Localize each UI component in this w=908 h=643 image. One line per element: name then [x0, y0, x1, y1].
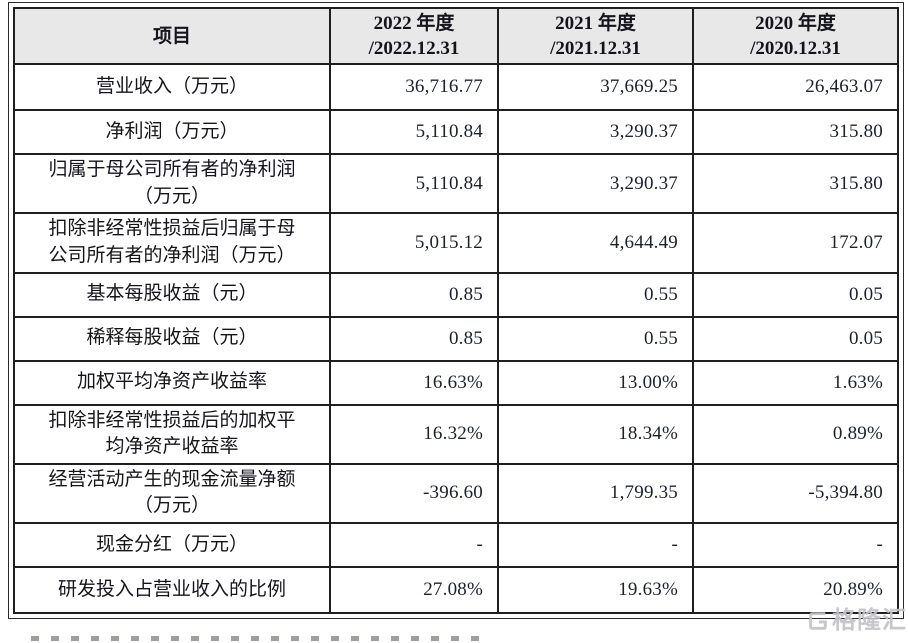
item-label-cell: 归属于母公司所有者的净利润 （万元）	[13, 153, 331, 215]
value-2022: 0.85	[329, 271, 499, 318]
value-2021: 0.55	[497, 315, 694, 362]
table-row: 扣除非经常性损益后归属于母 公司所有者的净利润（万元） 5,015.12 4,6…	[13, 212, 899, 274]
item-label-cell: 扣除非经常性损益后归属于母 公司所有者的净利润（万元）	[13, 212, 331, 274]
value-2020: 1.63%	[692, 359, 899, 406]
header-2021: 2021 年度 /2021.12.31	[497, 6, 694, 66]
item-label-cell: 经营活动产生的现金流量净额 （万元）	[13, 462, 331, 524]
table-row: 加权平均净资产收益率 16.63% 13.00% 1.63%	[13, 359, 899, 406]
item-label: 加权平均净资产收益率	[76, 371, 267, 393]
item-label: 基本每股收益（元）	[86, 283, 258, 305]
value-2021: -	[497, 521, 694, 568]
value-2020: 0.89%	[692, 403, 899, 465]
item-label-cell: 研发投入占营业收入的比例	[13, 565, 331, 614]
item-label-cell: 现金分红（万元）	[13, 521, 331, 568]
header-2022-year: 2022 年度	[373, 13, 455, 34]
item-label-line2: （万元）	[133, 495, 210, 517]
table-row: 营业收入（万元） 36,716.77 37,669.25 26,463.07	[13, 63, 899, 112]
table-row: 净利润（万元） 5,110.84 3,290.37 315.80	[13, 109, 899, 156]
table-outer-frame: 项目 2022 年度 /2022.12.31 2021 年度 /2021.12.…	[8, 2, 904, 619]
value-2022: 5,110.84	[329, 153, 499, 215]
table-row: 稀释每股收益（元） 0.85 0.55 0.05	[13, 315, 899, 362]
header-2020: 2020 年度 /2020.12.31	[692, 6, 899, 66]
item-label: 净利润（万元）	[105, 120, 239, 142]
header-2021-year: 2021 年度	[555, 13, 636, 34]
item-label-line2: 均净资产收益率	[105, 436, 239, 458]
header-2020-date: /2020.12.31	[750, 38, 841, 60]
item-label-cell: 净利润（万元）	[13, 109, 331, 156]
item-label-line1: 扣除非经常性损益后归属于母	[48, 218, 296, 240]
value-2022: 0.85	[329, 315, 499, 362]
value-2021: 3,290.37	[497, 109, 694, 156]
value-2022: 27.08%	[329, 565, 499, 614]
value-2020: -5,394.80	[692, 462, 899, 524]
item-label: 现金分红（万元）	[95, 533, 248, 555]
item-label-line1: 扣除非经常性损益后的加权平	[48, 409, 296, 431]
table-row: 现金分红（万元） - - -	[13, 521, 899, 568]
table-row: 归属于母公司所有者的净利润 （万元） 5,110.84 3,290.37 315…	[13, 153, 899, 215]
value-2022: -	[329, 521, 499, 568]
value-2021: 13.00%	[497, 359, 694, 406]
value-2021: 0.55	[497, 271, 694, 318]
header-2022: 2022 年度 /2022.12.31	[329, 6, 499, 66]
item-label: 稀释每股收益（元）	[86, 327, 258, 349]
value-2021: 1,799.35	[497, 462, 694, 524]
item-label-line1: 经营活动产生的现金流量净额	[48, 468, 296, 490]
item-label: 研发投入占营业收入的比例	[57, 578, 286, 600]
item-label-cell: 营业收入（万元）	[13, 63, 331, 112]
value-2020: 0.05	[692, 315, 899, 362]
value-2021: 4,644.49	[497, 212, 694, 274]
item-label-cell: 扣除非经常性损益后的加权平 均净资产收益率	[13, 403, 331, 465]
value-2022: 36,716.77	[329, 63, 499, 112]
item-label-line1: 归属于母公司所有者的净利润	[48, 159, 296, 181]
financial-summary-table: 项目 2022 年度 /2022.12.31 2021 年度 /2021.12.…	[13, 6, 899, 614]
table-row: 经营活动产生的现金流量净额 （万元） -396.60 1,799.35 -5,3…	[13, 462, 899, 524]
table-row: 研发投入占营业收入的比例 27.08% 19.63% 20.89%	[13, 565, 899, 614]
value-2021: 37,669.25	[497, 63, 694, 112]
value-2022: 16.32%	[329, 403, 499, 465]
item-label-line2: （万元）	[133, 185, 210, 207]
value-2020: 20.89%	[692, 565, 899, 614]
item-label-line2: 公司所有者的净利润（万元）	[48, 244, 296, 266]
value-2020: 172.07	[692, 212, 899, 274]
value-2020: 315.80	[692, 153, 899, 215]
value-2021: 19.63%	[497, 565, 694, 614]
clipped-caption-remnant	[31, 636, 486, 641]
item-label-cell: 稀释每股收益（元）	[13, 315, 331, 362]
value-2020: 26,463.07	[692, 63, 899, 112]
table-row: 基本每股收益（元） 0.85 0.55 0.05	[13, 271, 899, 318]
table-header-row: 项目 2022 年度 /2022.12.31 2021 年度 /2021.12.…	[13, 6, 899, 66]
value-2020: -	[692, 521, 899, 568]
item-label-cell: 基本每股收益（元）	[13, 271, 331, 318]
item-label: 营业收入（万元）	[95, 75, 248, 97]
value-2020: 315.80	[692, 109, 899, 156]
header-2020-year: 2020 年度	[755, 13, 836, 34]
value-2022: 16.63%	[329, 359, 499, 406]
header-item: 项目	[13, 6, 331, 66]
item-label-cell: 加权平均净资产收益率	[13, 359, 331, 406]
value-2021: 18.34%	[497, 403, 694, 465]
header-2022-date: /2022.12.31	[368, 38, 460, 60]
value-2022: 5,015.12	[329, 212, 499, 274]
value-2022: 5,110.84	[329, 109, 499, 156]
header-2021-date: /2021.12.31	[550, 38, 641, 60]
table-row: 扣除非经常性损益后的加权平 均净资产收益率 16.32% 18.34% 0.89…	[13, 403, 899, 465]
value-2021: 3,290.37	[497, 153, 694, 215]
value-2020: 0.05	[692, 271, 899, 318]
value-2022: -396.60	[329, 462, 499, 524]
